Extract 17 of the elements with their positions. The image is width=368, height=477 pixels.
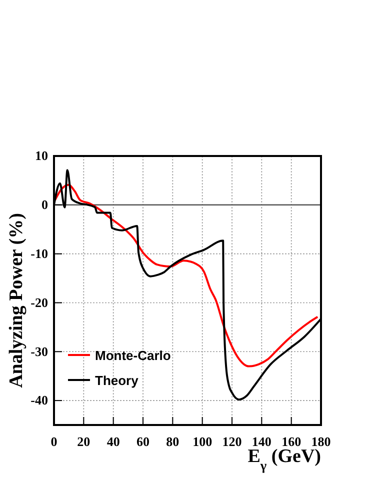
x-tick-label: 20	[77, 434, 90, 450]
x-tick-label: 100	[192, 434, 212, 450]
y-tick-label: -20	[30, 294, 48, 310]
line-series	[54, 184, 319, 368]
y-tick-label: 0	[42, 197, 48, 212]
x-tick-label: 0	[50, 434, 58, 450]
y-tick-label: 10	[35, 148, 48, 164]
x-tick-label: 60	[136, 434, 150, 450]
legend-label: Theory	[95, 373, 140, 388]
x-tick-label: 120	[222, 434, 242, 450]
x-tick-label: 80	[166, 434, 180, 450]
y-axis-title: Analyzing Power (%)	[6, 213, 27, 388]
y-tick-label: -40	[30, 392, 48, 408]
x-tick-label: 40	[106, 434, 120, 450]
y-tick-label: -10	[30, 246, 48, 261]
legend-label: Monte-Carlo	[95, 348, 171, 363]
y-tick-label: -30	[30, 344, 48, 359]
